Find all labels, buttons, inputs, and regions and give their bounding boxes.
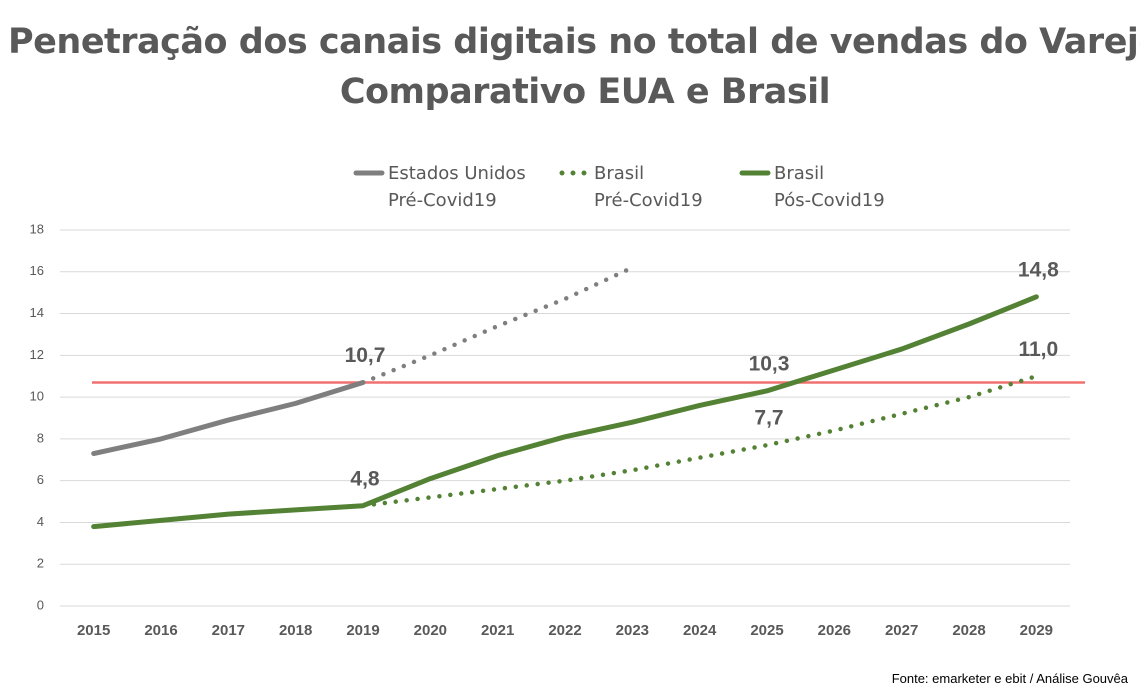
y-tick-label: 8 [37,430,44,445]
x-tick-label: 2017 [212,622,245,639]
x-tick-label: 2015 [77,622,110,639]
y-tick-label: 2 [37,556,44,571]
x-tick-label: 2028 [952,622,985,639]
legend-item: Brasil Pré-Covid19 [558,160,703,214]
x-tick-label: 2020 [414,622,447,639]
legend-label: Brasil Pré-Covid19 [594,163,703,211]
y-tick-label: 10 [30,389,44,404]
data-label: 7,7 [754,407,783,430]
data-label: 10,3 [749,352,790,375]
source: Fonte: emarketer e ebit / Análise Gouvêa [891,671,1128,686]
x-tick-label: 2029 [1020,622,1053,639]
x-tick-label: 2023 [616,622,649,639]
y-tick-label: 0 [37,597,44,612]
legend-item: Estados Unidos Pré-Covid19 [352,160,526,214]
legend-swatch [559,170,591,176]
x-tick-label: 2019 [346,622,379,639]
series-line [360,373,1039,508]
y-tick-label: 18 [30,221,44,236]
x-tick-label: 2021 [481,622,514,639]
x-tick-label: 2024 [683,622,717,639]
legend-swatch [739,170,771,176]
chart-subtitle: Comparativo EUA e Brasil [339,72,831,112]
series-line [91,294,1039,530]
x-tick-label: 2026 [818,622,851,639]
y-tick-label: 6 [37,472,44,487]
legend-swatch [353,170,385,176]
data-label: 4,8 [350,467,380,490]
data-label: 11,0 [1018,338,1058,361]
data-label: 14,8 [1018,258,1059,281]
y-tick-label: 12 [30,347,44,362]
legend-item: Brasil Pós-Covid19 [738,160,885,214]
chart-title: Penetração dos canais digitais no total … [8,22,1140,62]
legend-label: Brasil Pós-Covid19 [774,163,885,211]
data-label: 10,7 [345,344,386,367]
x-tick-label: 2027 [885,622,918,639]
series-line [360,265,635,385]
y-tick-label: 16 [30,263,44,278]
y-tick-label: 14 [30,305,44,320]
y-tick-label: 4 [37,514,44,529]
legend-label: Estados Unidos Pré-Covid19 [388,163,526,211]
x-tick-label: 2018 [279,622,312,639]
x-tick-label: 2022 [548,622,581,639]
x-tick-label: 2016 [144,622,177,639]
series-line [91,379,366,457]
x-tick-label: 2025 [750,622,783,639]
